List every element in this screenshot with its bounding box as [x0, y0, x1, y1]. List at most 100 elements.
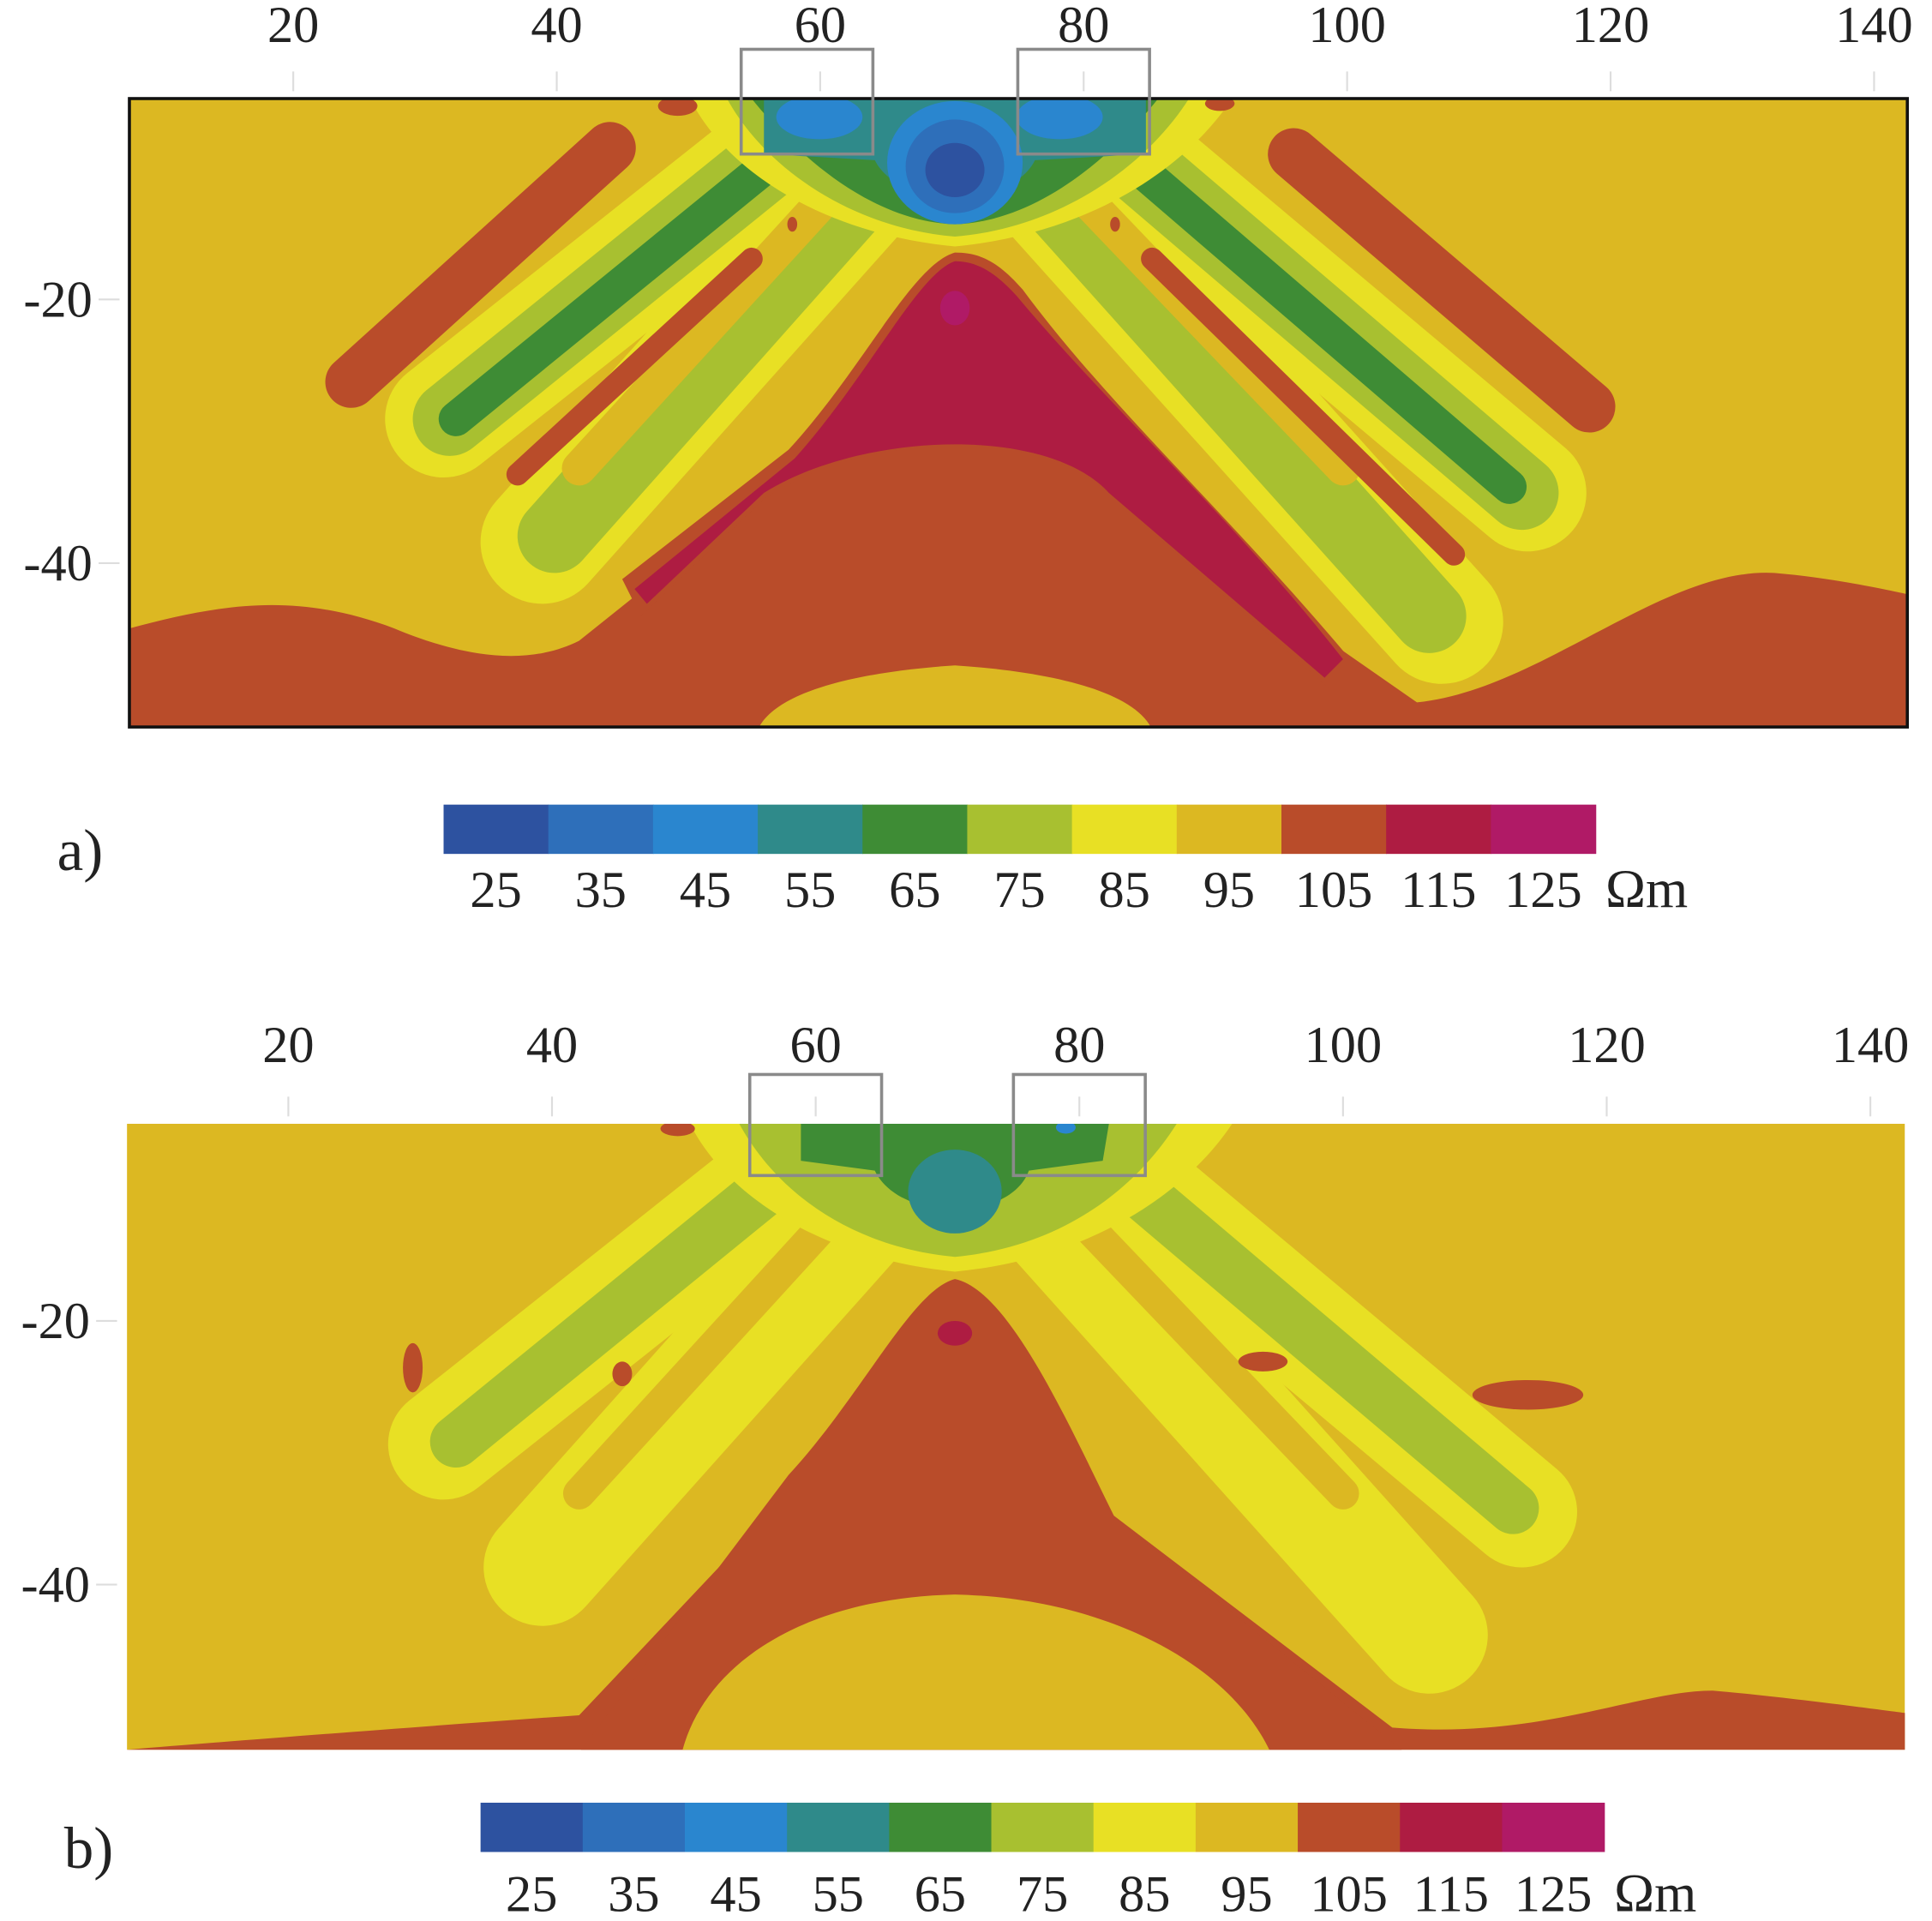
contour-region-95: [682, 1594, 1269, 1750]
colorbar-swatch: [582, 1803, 686, 1852]
contour-gap-95: [1055, 1193, 1359, 1510]
colorbar-label: 105: [1295, 861, 1373, 919]
colorbar-swatch: [1176, 804, 1282, 855]
contour-spot-115: [937, 1320, 973, 1346]
colorbar-label: 45: [710, 1866, 761, 1921]
colorbar-swatch: [1298, 1803, 1401, 1852]
colorbar-label: 75: [1017, 1866, 1068, 1921]
contour-region-55: [908, 1150, 1002, 1234]
colorbar-label: 55: [813, 1866, 864, 1921]
panel-label: b): [64, 1816, 113, 1881]
contour-layers: [129, 98, 1908, 728]
contour-spot-45: [1055, 1123, 1076, 1134]
colorbar-swatch: [1386, 804, 1492, 855]
annotation-box: [1011, 1072, 1147, 1178]
contour-spot-105: [1238, 1351, 1288, 1372]
colorbar-label: 75: [993, 861, 1045, 919]
contour-streak-105: [506, 247, 763, 486]
colorbar-swatch: [1491, 804, 1597, 855]
colorbar-label: 35: [608, 1866, 659, 1921]
colorbar-unit: Ωm: [1614, 1864, 1696, 1921]
contour-arm-75: [1077, 1134, 1539, 1534]
colorbar-label: 65: [889, 861, 940, 919]
contour-region-105: [580, 1279, 1402, 1750]
contour-streak-105: [1268, 128, 1616, 433]
colorbar-unit: Ωm: [1605, 859, 1688, 919]
x-tick-label: 20: [267, 0, 319, 54]
contour-spot-105: [660, 1123, 695, 1137]
colorbar-swatch: [889, 1803, 993, 1852]
x-tick-label: 60: [795, 0, 846, 54]
contour-region-115: [634, 261, 1343, 678]
x-tick-label: 100: [1308, 0, 1386, 54]
colorbar-swatch: [1071, 804, 1178, 855]
colorbar-swatch: [787, 1803, 891, 1852]
colorbar-label: 25: [506, 1866, 557, 1921]
contour-arm-75: [1023, 166, 1467, 653]
contour-spot-105: [612, 1361, 633, 1387]
y-tick-label: -20: [21, 1293, 89, 1350]
x-tick-label: 80: [1053, 1017, 1105, 1074]
contour-arm-65: [438, 130, 807, 436]
contour-streak-105: [325, 122, 636, 408]
x-tick-label: 100: [1305, 1017, 1383, 1074]
x-tick-label: 120: [1568, 1017, 1646, 1074]
contour-region-95: [759, 665, 1151, 728]
colorbar-swatch: [652, 804, 759, 855]
x-tick-label: 120: [1572, 0, 1650, 54]
contour-region-25: [925, 142, 985, 197]
contour-gap-95: [561, 167, 855, 486]
contour-region-45: [776, 98, 863, 140]
contour-arm-65: [1097, 130, 1527, 504]
colorbar-swatch: [1400, 1803, 1503, 1852]
contour-spot-105: [787, 216, 798, 232]
x-tick-label: 140: [1832, 1017, 1910, 1074]
colorbar-swatch: [480, 1803, 584, 1852]
x-tick-label: 20: [262, 1017, 314, 1074]
contour-arm-75: [517, 166, 888, 573]
colorbar-label: 95: [1203, 861, 1255, 919]
y-tick-label: -20: [23, 271, 92, 328]
x-tick-label: 60: [789, 1017, 841, 1074]
colorbar-swatch: [1502, 1803, 1605, 1852]
colorbar-label: 95: [1221, 1866, 1272, 1921]
colorbar-swatch: [967, 804, 1073, 855]
panel-label: a): [57, 818, 104, 883]
contour-region-125: [939, 291, 970, 326]
colorbar-swatch: [862, 804, 969, 855]
colorbar-label: 85: [1119, 1866, 1170, 1921]
contour-spot-105: [1472, 1379, 1584, 1410]
contour-spot-105: [403, 1342, 423, 1393]
contour-arm-85: [483, 1163, 909, 1626]
annotation-box: [747, 1072, 884, 1178]
colorbar-swatch: [1281, 804, 1387, 855]
colorbar-label: 25: [470, 861, 521, 919]
y-tick-label: -40: [21, 1557, 89, 1614]
colorbar-swatch: [1093, 1803, 1197, 1852]
colorbar-label: 65: [915, 1866, 966, 1921]
colorbar-label: 125: [1504, 861, 1582, 919]
contour-layers: [127, 1123, 1905, 1750]
colorbar-swatch: [1195, 1803, 1299, 1852]
x-tick-label: 40: [531, 0, 582, 54]
colorbar-swatch: [684, 1803, 788, 1852]
contour-region-105: [129, 441, 1908, 728]
x-tick-label: 140: [1835, 0, 1913, 54]
annotation-box: [1016, 47, 1151, 156]
contour-plot-b: [127, 1123, 1905, 1750]
colorbar-label: 125: [1515, 1866, 1593, 1921]
colorbar-swatch: [443, 804, 549, 855]
colorbar-label: 105: [1310, 1866, 1388, 1921]
contour-plot-a: [129, 98, 1908, 728]
colorbar-swatch: [991, 1803, 1095, 1852]
contour-arm-85: [1000, 1163, 1488, 1694]
colorbar-label: 55: [784, 861, 836, 919]
contour-streak-105: [1141, 247, 1466, 566]
colorbar-swatch: [548, 804, 654, 855]
colorbar-label: 35: [575, 861, 627, 919]
colorbar-label: 115: [1401, 861, 1476, 919]
x-tick-label: 80: [1058, 0, 1109, 54]
contour-region-45: [1016, 98, 1103, 140]
contour-spot-105: [1110, 216, 1120, 232]
